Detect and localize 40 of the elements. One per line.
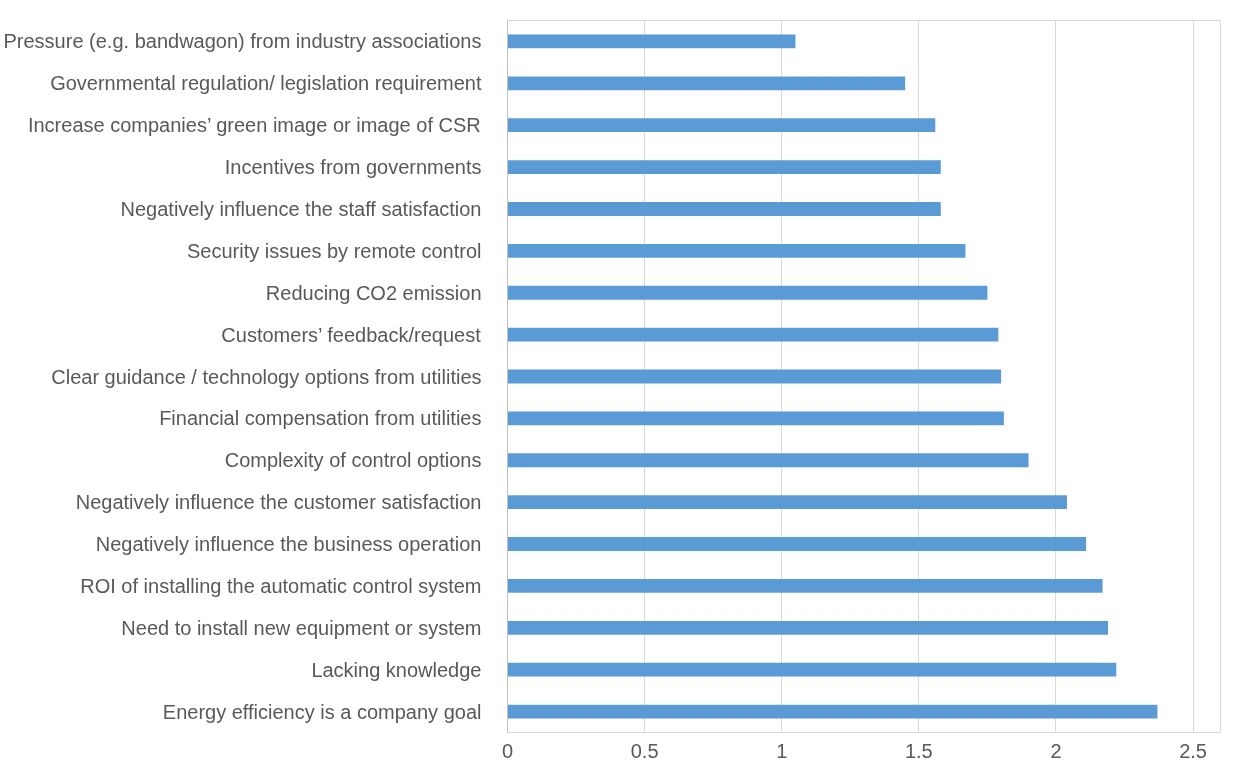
x-tick-label: 2.5 <box>1179 739 1207 762</box>
y-tick-label: Negatively influence the business operation <box>95 533 482 556</box>
x-tick-label: 2 <box>1050 739 1062 762</box>
bar <box>507 369 1002 384</box>
bar <box>507 704 1158 719</box>
y-tick-label: Governmental regulation/ legislation requirement <box>50 72 482 95</box>
bar <box>507 579 1103 593</box>
y-tick-label: Incentives from governments <box>224 156 482 179</box>
bar <box>507 34 796 49</box>
bar <box>507 76 906 91</box>
bar <box>507 537 1087 551</box>
bar <box>507 285 988 300</box>
bar <box>507 118 936 133</box>
y-tick-label: Need to install new equipment or system <box>121 616 482 639</box>
y-tick-label: Negatively influence the staff satisfaction <box>120 197 482 220</box>
y-tick-label: Reducing CO2 emission <box>265 281 482 304</box>
bar <box>507 662 1117 677</box>
bar <box>507 160 941 174</box>
y-tick-label: Increase companies’ green image or image of CSR <box>27 114 481 137</box>
y-tick-label: Negatively influence the customer satisfaction <box>75 491 482 514</box>
bar <box>507 411 1004 426</box>
y-tick-label: Pressure (e.g. bandwagon) from industry associations <box>3 30 482 53</box>
bar <box>507 620 1109 635</box>
y-tick-label: Customers’ feedback/request <box>221 323 482 346</box>
y-tick-label: Lacking knowledge <box>311 658 482 681</box>
bar <box>507 495 1067 510</box>
bar <box>507 202 941 216</box>
y-tick-label: Clear guidance / technology options from utilities <box>51 365 482 388</box>
bar <box>507 327 999 342</box>
x-tick-label: 0 <box>501 739 514 762</box>
y-tick-label: Financial compensation from utilities <box>159 407 482 430</box>
y-tick-label: Complexity of control options <box>224 449 482 472</box>
y-tick-label: ROI of installing the automatic control system <box>80 574 482 597</box>
bar <box>507 243 966 258</box>
y-tick-label: Energy efficiency is a company goal <box>162 700 482 723</box>
x-tick-label: 1.5 <box>904 739 933 762</box>
x-tick-label: 0.5 <box>630 739 659 762</box>
bar <box>507 453 1029 468</box>
x-tick-label: 1 <box>776 739 788 762</box>
y-tick-label: Security issues by remote control <box>186 239 482 262</box>
